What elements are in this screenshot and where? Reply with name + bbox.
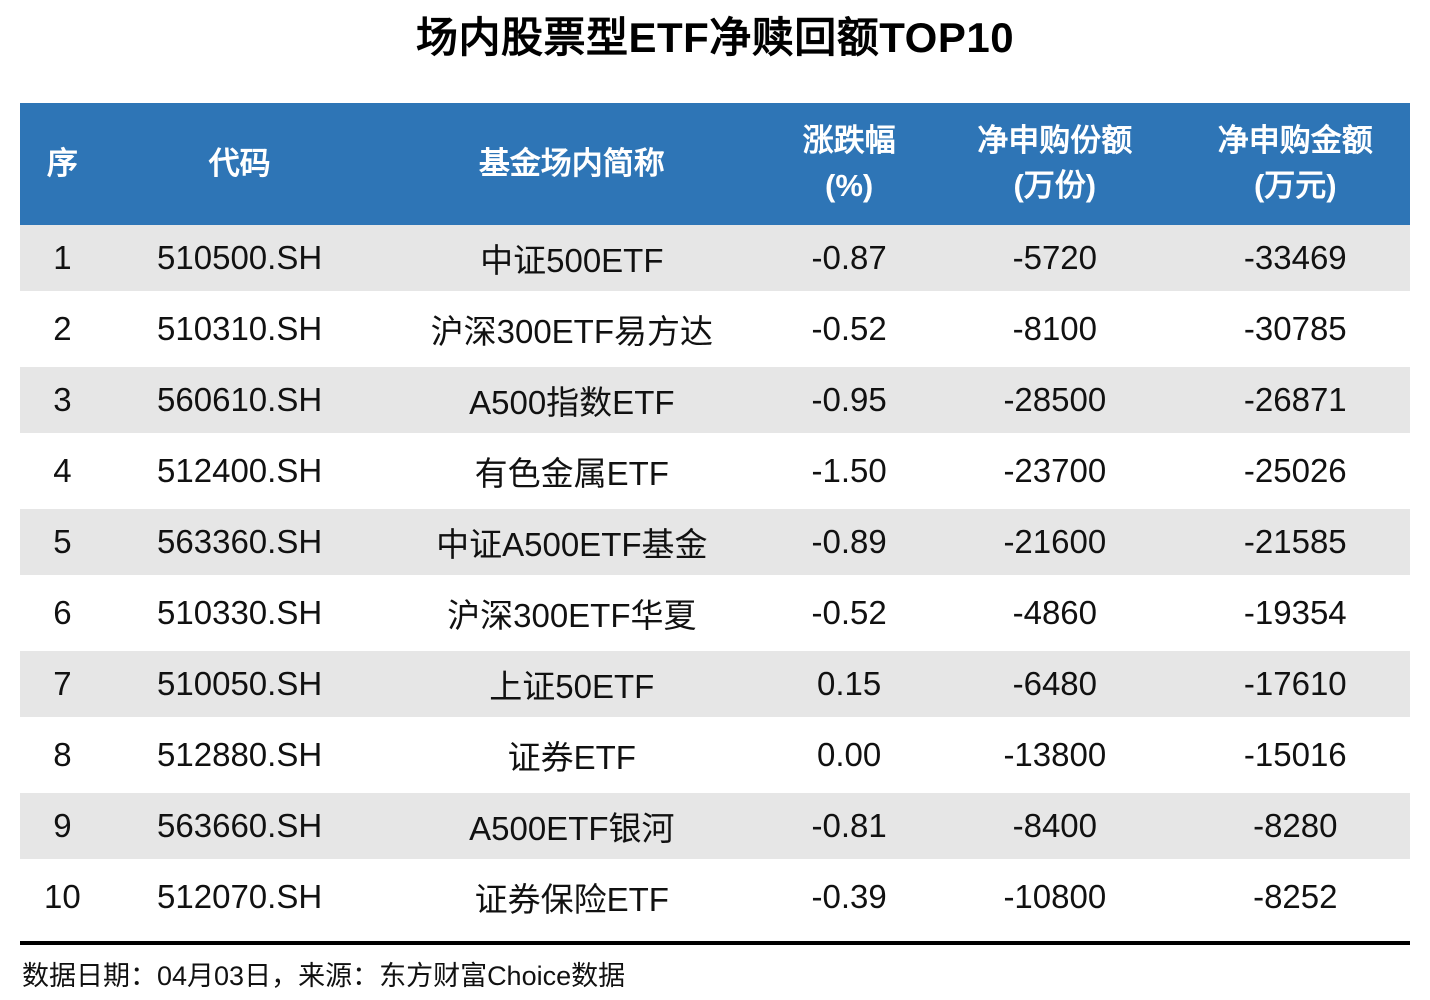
table-row: 8 512880.SH 证券ETF 0.00 -13800 -15016 (20, 722, 1410, 793)
cell-seq: 5 (53, 523, 72, 560)
cell-code: 512880.SH (157, 736, 323, 773)
cell-seq: 3 (53, 381, 72, 418)
table-header-row: 序 代码 基金场内简称 涨跌幅 (%) 净申购份额 (万份) 净申购金额 (万元… (20, 103, 1410, 225)
etf-redemption-table: 序 代码 基金场内简称 涨跌幅 (%) 净申购份额 (万份) 净申购金额 (万元… (20, 103, 1410, 935)
cell-change: -0.81 (811, 807, 887, 844)
table-row: 4 512400.SH 有色金属ETF -1.50 -23700 -25026 (20, 438, 1410, 509)
cell-code: 510500.SH (157, 239, 323, 276)
table-row: 1 510500.SH 中证500ETF -0.87 -5720 -33469 (20, 225, 1410, 296)
header-cell-code: 代码 (208, 145, 271, 181)
header-cell-change: 涨跌幅 (%) (802, 123, 896, 203)
header-cell-seq: 序 (46, 145, 78, 181)
page-title: 场内股票型ETF净赎回额TOP10 (415, 14, 1015, 61)
cell-shares: -23700 (1003, 452, 1107, 489)
cell-seq: 10 (44, 878, 81, 915)
cell-code: 510330.SH (157, 594, 323, 631)
table-row: 3 560610.SH A500指数ETF -0.95 -28500 -26871 (20, 367, 1410, 438)
cell-seq: 6 (53, 594, 72, 631)
cell-name: 证券保险ETF (474, 881, 669, 918)
footer-source-note: 数据日期：04月03日，来源：东方财富Choice数据 (22, 961, 626, 991)
cell-change: -0.39 (811, 878, 887, 915)
cell-seq: 1 (53, 239, 72, 276)
header-cell-shares: 净申购份额 (万份) (977, 123, 1133, 203)
cell-amount: -26871 (1243, 381, 1347, 418)
cell-name: 证券ETF (507, 739, 636, 776)
table-row: 7 510050.SH 上证50ETF 0.15 -6480 -17610 (20, 651, 1410, 722)
cell-shares: -28500 (1003, 381, 1107, 418)
cell-amount: -8280 (1253, 807, 1338, 844)
cell-seq: 2 (53, 310, 72, 347)
cell-change: -0.95 (811, 381, 887, 418)
cell-name: 中证500ETF (480, 242, 664, 279)
cell-amount: -33469 (1243, 239, 1347, 276)
table-row: 10 512070.SH 证券保险ETF -0.39 -10800 -8252 (20, 864, 1410, 935)
cell-amount: -15016 (1243, 736, 1347, 773)
cell-shares: -8100 (1012, 310, 1098, 347)
cell-amount: -30785 (1243, 310, 1347, 347)
table-row: 6 510330.SH 沪深300ETF华夏 -0.52 -4860 -19354 (20, 580, 1410, 651)
cell-code: 563360.SH (157, 523, 323, 560)
table-row: 5 563360.SH 中证A500ETF基金 -0.89 -21600 -21585 (20, 509, 1410, 580)
cell-name: A500指数ETF (469, 384, 675, 421)
cell-shares: -13800 (1003, 736, 1107, 773)
cell-seq: 8 (53, 736, 72, 773)
footer-divider-line (20, 941, 1410, 945)
cell-code: 560610.SH (157, 381, 323, 418)
cell-shares: -10800 (1003, 878, 1107, 915)
cell-amount: -25026 (1243, 452, 1347, 489)
header-cell-amount: 净申购金额 (万元) (1217, 123, 1373, 203)
cell-shares: -21600 (1003, 523, 1107, 560)
cell-change: -0.89 (811, 523, 887, 560)
cell-code: 512070.SH (157, 878, 323, 915)
cell-seq: 4 (53, 452, 72, 489)
cell-amount: -17610 (1243, 665, 1347, 702)
cell-name: 上证50ETF (489, 668, 655, 705)
cell-change: -0.87 (811, 239, 887, 276)
cell-amount: -19354 (1243, 594, 1347, 631)
cell-shares: -6480 (1012, 665, 1098, 702)
cell-change: -1.50 (811, 452, 887, 489)
table-body: 1 510500.SH 中证500ETF -0.87 -5720 -33469 2 51031… (20, 225, 1410, 935)
cell-change: 0.00 (816, 736, 882, 773)
cell-amount: -21585 (1243, 523, 1347, 560)
cell-code: 563660.SH (157, 807, 323, 844)
cell-shares: -8400 (1012, 807, 1098, 844)
cell-name: 沪深300ETF华夏 (447, 597, 697, 634)
cell-code: 512400.SH (157, 452, 323, 489)
cell-code: 510310.SH (157, 310, 323, 347)
cell-shares: -4860 (1012, 594, 1098, 631)
cell-name: 中证A500ETF基金 (436, 526, 708, 563)
cell-change: -0.52 (811, 594, 887, 631)
cell-change: 0.15 (816, 665, 882, 702)
cell-code: 510050.SH (157, 665, 323, 702)
header-cell-name: 基金场内简称 (478, 145, 665, 181)
table-row: 9 563660.SH A500ETF银河 -0.81 -8400 -8280 (20, 793, 1410, 864)
cell-change: -0.52 (811, 310, 887, 347)
cell-seq: 9 (53, 807, 72, 844)
table-row: 2 510310.SH 沪深300ETF易方达 -0.52 -8100 -30785 (20, 296, 1410, 367)
cell-shares: -5720 (1012, 239, 1098, 276)
cell-amount: -8252 (1253, 878, 1338, 915)
cell-name: A500ETF银河 (469, 810, 675, 847)
cell-seq: 7 (53, 665, 72, 702)
cell-name: 有色金属ETF (474, 455, 669, 492)
cell-name: 沪深300ETF易方达 (430, 313, 713, 350)
